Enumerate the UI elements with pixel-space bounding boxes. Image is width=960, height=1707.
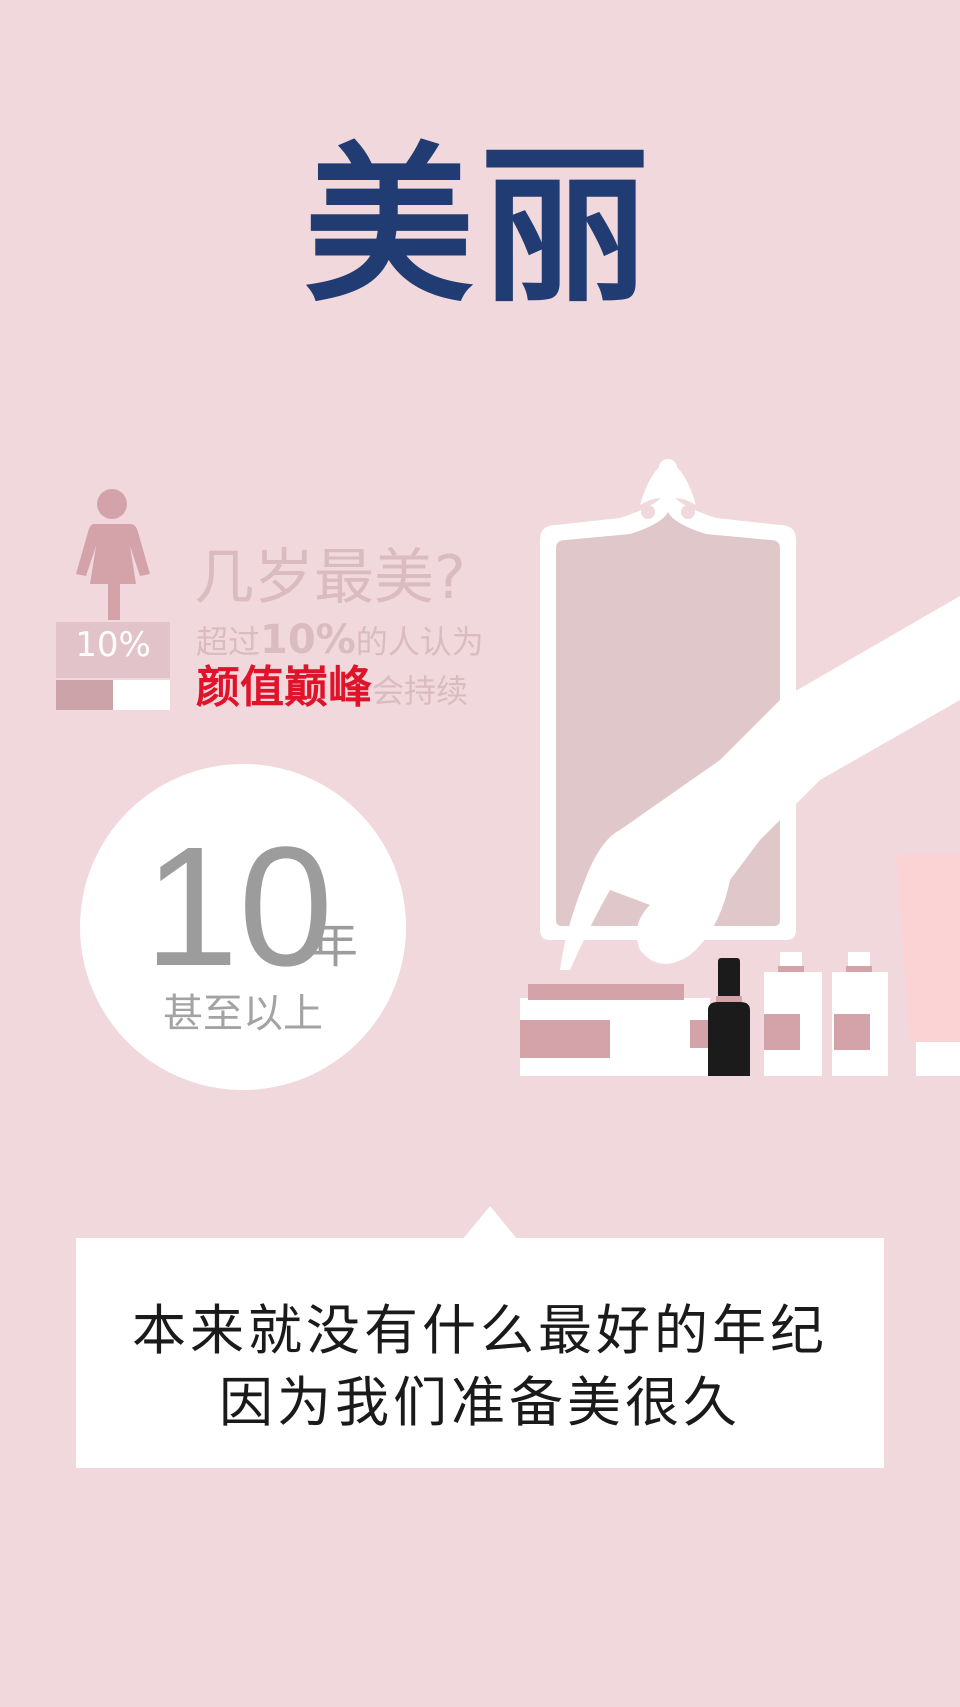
message-line-1: 本来就没有什么最好的年纪 (132, 1299, 828, 1362)
line1-prefix: 超过 (196, 623, 261, 661)
message-line-2: 因为我们准备美很久 (219, 1371, 741, 1434)
line2-suffix: 会持续 (372, 672, 469, 710)
line1-highlight: 10% (260, 617, 356, 663)
question-line-2: 颜值巅峰会持续 (196, 666, 468, 710)
percent-label: 10% (75, 625, 151, 665)
duration-unit: 年 (308, 916, 358, 974)
bottle-icon-2 (832, 952, 888, 1076)
question-line-1: 超过10%的人认为 (196, 620, 484, 660)
bubble-tip (462, 1206, 518, 1240)
woman-icon (76, 489, 150, 620)
percent-box (56, 622, 170, 678)
question-title: 几岁最美? (194, 543, 466, 613)
duration-circle (80, 764, 406, 1090)
bottle-icon (764, 952, 822, 1076)
percent-bar (56, 680, 170, 710)
nail-polish-icon (708, 958, 750, 1076)
line2-highlight: 颜值巅峰 (196, 662, 372, 713)
page-title: 美丽 (303, 128, 656, 326)
line1-suffix: 的人认为 (355, 623, 484, 661)
jewelry-box (520, 984, 740, 1076)
hand-illustration (560, 596, 960, 970)
percent-bar-fill (56, 680, 113, 710)
pink-cup (896, 854, 960, 1042)
duration-sub: 甚至以上 (163, 991, 323, 1037)
duration-number: 10 (144, 812, 334, 1002)
message-bubble: 本来就没有什么最好的年纪 因为我们准备美很久 (76, 1238, 884, 1468)
